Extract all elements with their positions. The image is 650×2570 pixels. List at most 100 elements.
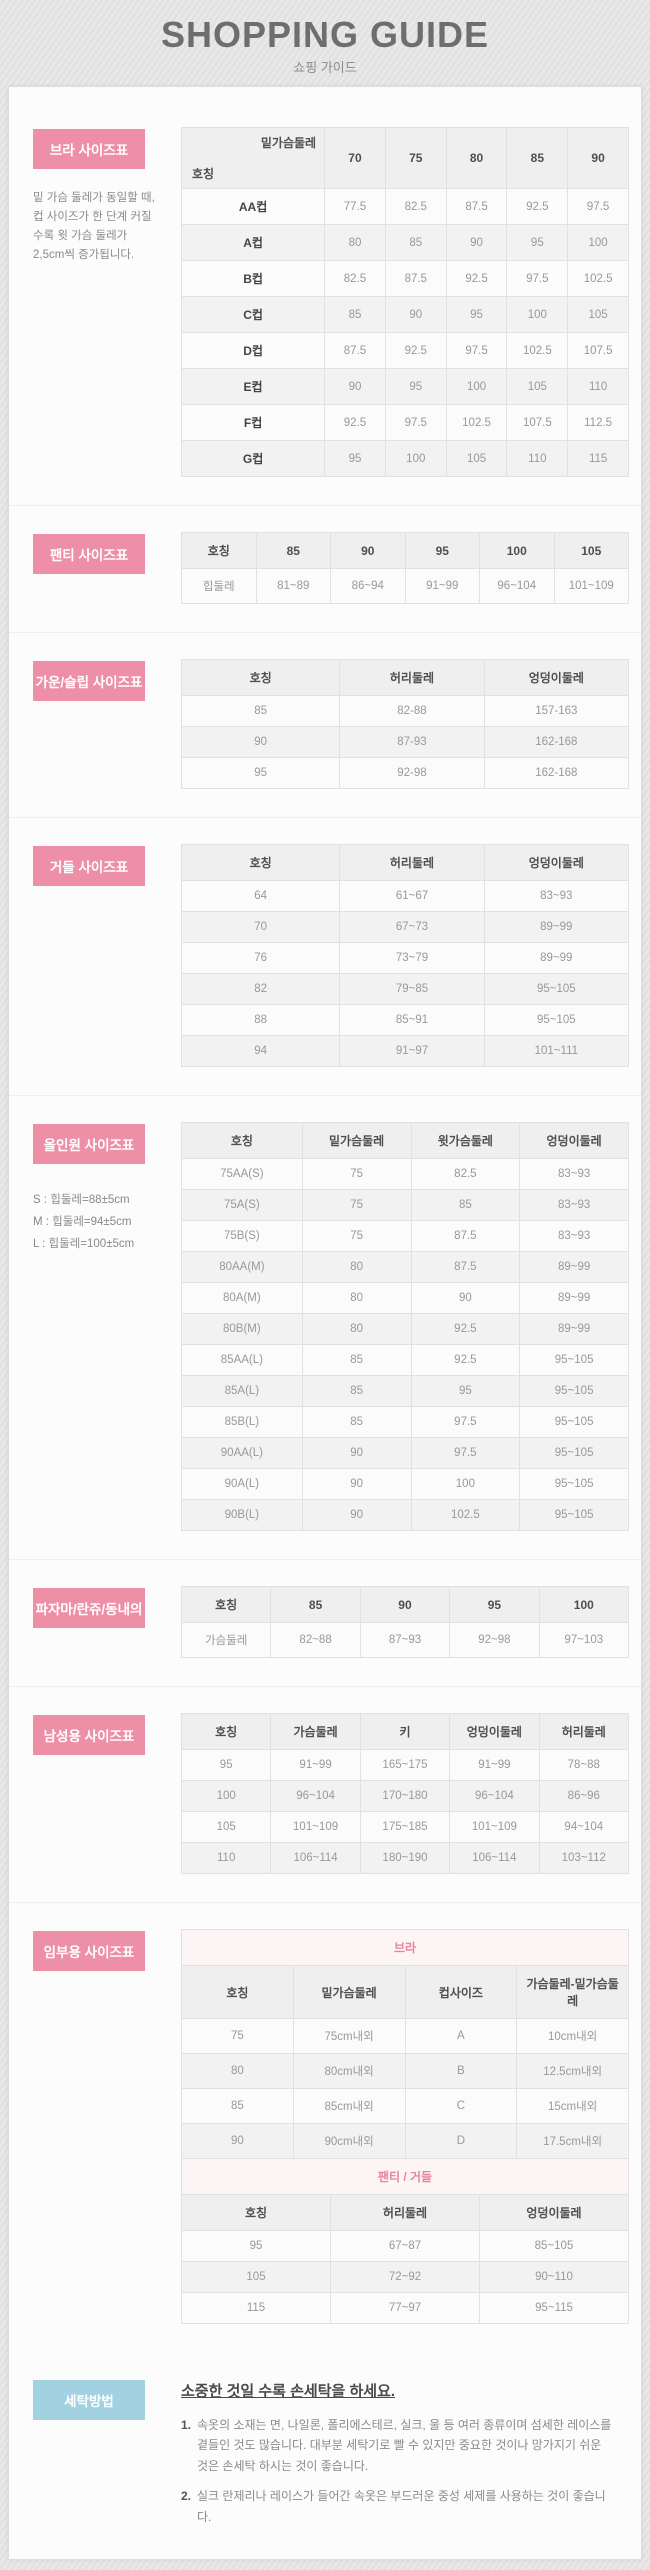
- table-row: 90 90cm내외 D 17.5cm내외: [181, 2123, 629, 2159]
- table-cell: 90: [410, 1282, 521, 1314]
- table-cell: 170~180: [359, 1780, 451, 1812]
- table-cell: 75B(S): [181, 1220, 303, 1252]
- table-cell: 90: [324, 368, 386, 405]
- table-header-row: 호칭 85 90 95 100 105: [181, 532, 629, 569]
- table-row: 75B(S) 75 87.5 83~93: [181, 1220, 629, 1252]
- table-cell: 89~99: [519, 1313, 629, 1345]
- section-mens: 남성용 사이즈표 호칭 가슴둘레 키 엉덩이둘레 허리둘레 95 91~99 165~175 91…: [9, 1686, 641, 1902]
- label-col-maternity: 임부용 사이즈표: [33, 1929, 181, 1971]
- table-cell: 105: [181, 2261, 331, 2293]
- table-cell: 91~99: [270, 1749, 361, 1781]
- table-cell: 85: [180, 695, 341, 727]
- table-cell: 10cm내외: [516, 2018, 629, 2054]
- column-header: 호칭: [180, 844, 341, 881]
- table-row: 85 85cm내외 C 15cm내외: [181, 2088, 629, 2124]
- table-cell: 95~105: [519, 1437, 629, 1469]
- washing-item-text: 실크 란제리나 레이스가 들어간 속옷은 부드러운 중성 세제를 사용하는 것이…: [197, 2489, 606, 2524]
- table-cell: 94: [180, 1035, 341, 1067]
- table-cell: 75: [301, 1220, 412, 1252]
- column-header: 90: [567, 127, 629, 189]
- table-header-row: 호칭 허리둘레 엉덩이둘레: [181, 2194, 629, 2231]
- section-allinone: 올인원 사이즈표 S : 힙둘레=88±5cm M : 힙둘레=94±5cm L : …: [9, 1095, 641, 1559]
- table-col-bra: 밑가슴둘레 호칭 70 75 80 85 90 AA컵 77.5 82.5 87.5 92.5 97.5…: [180, 127, 629, 477]
- table-cell: 80: [181, 2053, 294, 2089]
- table-cell: 89~99: [483, 942, 630, 974]
- column-header: 엉덩이둘레: [483, 844, 630, 881]
- table-row: 80A(M) 80 90 89~99: [181, 1282, 629, 1314]
- table-cell: 83~93: [483, 880, 630, 912]
- section-label-maternity: 임부용 사이즈표: [33, 1931, 145, 1971]
- table-cell: 91~99: [449, 1749, 540, 1781]
- table-cell: 78~88: [538, 1749, 630, 1781]
- table-cell: 85: [301, 1375, 412, 1407]
- table-cell: 85: [301, 1406, 412, 1438]
- table-row: 110 106~114 180~190 106~114 103~112: [180, 1842, 630, 1874]
- table-row: 75 75cm내외 A 10cm내외: [181, 2018, 629, 2054]
- table-cell: 80A(M): [181, 1282, 303, 1314]
- table-cell: 70: [180, 911, 341, 943]
- subtable-title: 브라: [181, 1929, 629, 1966]
- washing-item: 2. 실크 란제리나 레이스가 들어간 속옷은 부드러운 중성 세제를 사용하는…: [181, 2486, 615, 2527]
- table-cell: 103~112: [538, 1842, 630, 1874]
- page-title: SHOPPING GUIDE: [160, 14, 490, 55]
- table-cell: 94~104: [538, 1811, 630, 1843]
- column-header: 85: [255, 532, 331, 569]
- table-cell: 85~91: [339, 1004, 485, 1036]
- table-row: 가슴둘레 82~88 87~93 92~98 97~103: [180, 1622, 630, 1658]
- table-cell: 102.5: [445, 404, 508, 441]
- size-table-gown: 호칭 허리둘레 엉덩이둘레 85 82-88 157-163 90 87-93 162-168 9…: [180, 659, 630, 789]
- table-row: 100 96~104 170~180 96~104 86~96: [180, 1780, 630, 1812]
- table-cell: 101~109: [553, 568, 629, 604]
- table-row: A컵 80 85 90 95 100: [180, 224, 629, 261]
- table-cell: 87.5: [384, 260, 447, 297]
- table-cell: 87.5: [410, 1251, 521, 1283]
- table-cell: F컵: [180, 404, 326, 441]
- table-row: 94 91~97 101~111: [180, 1035, 630, 1067]
- table-cell: 87.5: [410, 1220, 521, 1252]
- column-header: 가슴둘레-밑가슴둘레: [516, 1965, 629, 2019]
- subtable-title: 팬티 / 거들: [181, 2158, 629, 2195]
- table-cell: 90~110: [479, 2261, 629, 2293]
- section-label-panty: 팬티 사이즈표: [33, 534, 145, 574]
- section-label-bra: 브라 사이즈표: [33, 129, 145, 169]
- table-row: 76 73~79 89~99: [180, 942, 630, 974]
- table-row: 88 85~91 95~105: [180, 1004, 630, 1036]
- table-cell: 85A(L): [181, 1375, 303, 1407]
- table-cell: 72~92: [330, 2261, 480, 2293]
- label-col-panty: 팬티 사이즈표: [33, 532, 181, 574]
- table-col-mens: 호칭 가슴둘레 키 엉덩이둘레 허리둘레 95 91~99 165~175 91~99 78~88…: [180, 1713, 630, 1874]
- column-header: 키: [359, 1713, 451, 1750]
- table-header-row: 밑가슴둘레 호칭 70 75 80 85 90: [180, 127, 629, 189]
- table-cell: 90: [181, 2123, 294, 2159]
- table-cell: 90: [301, 1499, 412, 1531]
- table-row: 75AA(S) 75 82.5 83~93: [181, 1158, 629, 1190]
- table-cell: 95: [324, 440, 386, 477]
- diagonal-corner-cell: 밑가슴둘레 호칭: [180, 127, 326, 189]
- table-cell: 100: [384, 440, 447, 477]
- column-header: 엉덩이둘레: [479, 2194, 629, 2231]
- label-col-girdle: 거들 사이즈표: [33, 844, 181, 886]
- table-cell: 85AA(L): [181, 1344, 303, 1376]
- section-note: 밑 가슴 둘레가 동일할 때, 컵 사이즈가 한 단계 커질수록 윗 가슴 둘레…: [33, 192, 155, 261]
- column-header: 허리둘레: [538, 1713, 630, 1750]
- table-cell: 90: [384, 296, 447, 333]
- table-col-girdle: 호칭 허리둘레 엉덩이둘레 64 61~67 83~93 70 67~73 89~99 76 73~…: [180, 844, 630, 1067]
- table-cell: 115: [567, 440, 629, 477]
- table-cell: 96~104: [449, 1780, 540, 1812]
- table-row: 105 72~92 90~110: [181, 2261, 629, 2293]
- column-header: 허리둘레: [330, 2194, 480, 2231]
- table-cell: 17.5cm내외: [516, 2123, 629, 2159]
- table-cell: 102.5: [567, 260, 629, 297]
- table-cell: 75A(S): [181, 1189, 303, 1221]
- table-cell: 106~114: [449, 1842, 540, 1874]
- section-label-washing: 세탁방법: [33, 2380, 145, 2420]
- table-cell: C: [404, 2088, 518, 2124]
- column-header: 85: [270, 1586, 361, 1623]
- table-cell: 87-93: [339, 726, 485, 758]
- table-cell: 92.5: [506, 188, 569, 225]
- table-cell: 90: [301, 1468, 412, 1500]
- table-cell: 95: [180, 757, 341, 789]
- table-cell: 97.5: [567, 188, 629, 225]
- table-cell: D: [404, 2123, 518, 2159]
